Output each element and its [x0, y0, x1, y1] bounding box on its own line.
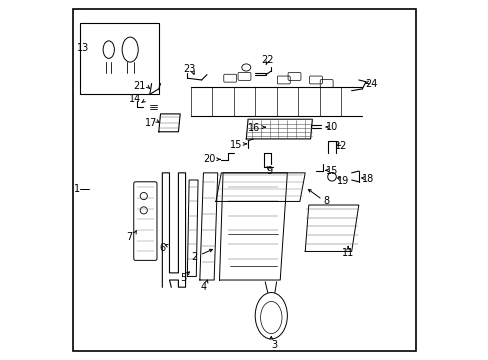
Text: 1: 1	[74, 184, 80, 194]
Text: 21: 21	[133, 81, 145, 91]
Text: 15: 15	[230, 140, 242, 150]
Text: 16: 16	[248, 123, 260, 133]
Text: 18: 18	[361, 174, 373, 184]
Text: 3: 3	[270, 340, 277, 350]
Text: 19: 19	[337, 176, 349, 186]
Text: 11: 11	[341, 248, 353, 258]
Text: 13: 13	[77, 43, 89, 53]
Text: 6: 6	[160, 243, 165, 253]
Text: 17: 17	[144, 118, 157, 128]
Text: 10: 10	[325, 122, 338, 132]
Text: 23: 23	[183, 64, 195, 74]
Text: 8: 8	[323, 197, 329, 206]
Text: 20: 20	[203, 154, 215, 164]
Bar	[80, 23, 159, 94]
Text: 9: 9	[266, 166, 272, 176]
Text: 7: 7	[125, 232, 132, 242]
Text: 15: 15	[325, 166, 338, 176]
Text: 24: 24	[365, 78, 377, 89]
Text: 14: 14	[129, 94, 142, 104]
Text: 2: 2	[191, 252, 197, 262]
Text: 12: 12	[334, 141, 346, 151]
Text: 22: 22	[261, 55, 273, 65]
Text: 5: 5	[180, 273, 186, 283]
Text: 4: 4	[200, 282, 206, 292]
